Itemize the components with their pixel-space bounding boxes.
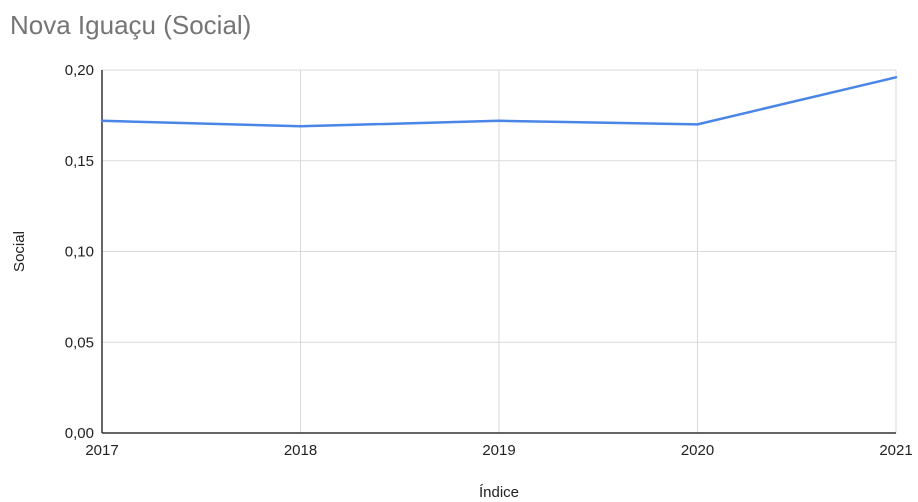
y-tick-labels: 0,00 0,05 0,10 0,15 0,20 bbox=[65, 62, 94, 442]
x-tick-label: 2019 bbox=[482, 442, 515, 459]
series-layer bbox=[100, 76, 898, 128]
x-tick-label: 2017 bbox=[85, 442, 118, 459]
chart-title: Nova Iguaçu (Social) bbox=[10, 10, 252, 40]
series-line bbox=[100, 76, 898, 128]
y-tick-label: 0,20 bbox=[65, 62, 94, 79]
y-tick-label: 0,10 bbox=[65, 244, 94, 261]
y-tick-label: 0,00 bbox=[65, 425, 94, 442]
x-tick-label: 2021 bbox=[879, 442, 912, 459]
y-tick-label: 0,05 bbox=[65, 334, 94, 351]
x-tick-labels: 2017 2018 2019 2020 2021 bbox=[85, 442, 912, 459]
y-tick-label: 0,15 bbox=[65, 153, 94, 170]
axes bbox=[101, 70, 896, 434]
x-axis-label: Índice bbox=[479, 484, 519, 501]
grid-lines bbox=[102, 69, 897, 433]
x-tick-label: 2020 bbox=[681, 442, 714, 459]
x-tick-label: 2018 bbox=[284, 442, 317, 459]
y-axis-label: Social bbox=[11, 231, 28, 272]
